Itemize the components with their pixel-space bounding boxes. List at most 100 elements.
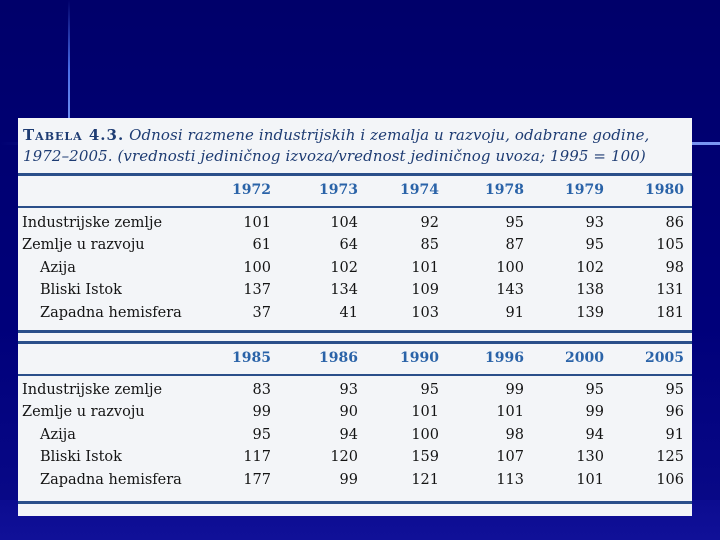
table-rule <box>18 330 692 333</box>
table-cell: 95 <box>585 237 604 254</box>
table-cell: 87 <box>505 237 524 254</box>
row-label: Zemlje u razvoju <box>22 404 145 421</box>
table-cell: 138 <box>576 282 604 299</box>
table-rule <box>18 173 692 176</box>
table-cell: 93 <box>339 382 358 398</box>
year-header: 1996 <box>485 350 524 366</box>
table-cell: 37 <box>252 304 271 321</box>
year-header-row: 1972 1973 1974 1978 1979 1980 <box>18 182 692 202</box>
year-header: 1974 <box>400 182 439 198</box>
row-label: Azija <box>40 426 76 443</box>
table-cell: 98 <box>505 426 524 443</box>
table-cell: 95 <box>420 382 439 398</box>
table-cell: 101 <box>496 404 524 421</box>
table-cell: 105 <box>656 237 684 254</box>
year-header: 1979 <box>565 182 604 198</box>
table-cell: 109 <box>411 282 439 299</box>
table-cell: 101 <box>411 404 439 421</box>
caption-line-2: 1972–2005. (vrednosti jediničnog izvoza/… <box>23 147 646 165</box>
table-cell: 90 <box>339 404 358 421</box>
table-row: Zapadna hemisfera 37 41 103 91 139 181 <box>18 305 692 327</box>
table-cell: 100 <box>243 259 271 276</box>
table-cell: 95 <box>252 426 271 443</box>
table-rule <box>18 374 692 376</box>
row-label: Bliski Istok <box>40 282 122 299</box>
table-cell: 117 <box>243 449 271 466</box>
row-label: Zapadna hemisfera <box>40 304 182 321</box>
table-cell: 103 <box>411 304 439 321</box>
table-cell: 104 <box>330 215 358 231</box>
table-rule <box>18 206 692 208</box>
year-header: 2000 <box>565 350 604 366</box>
table-cell: 99 <box>585 404 604 421</box>
table-cell: 159 <box>411 449 439 466</box>
table-cell: 91 <box>505 304 524 321</box>
year-header: 1973 <box>319 182 358 198</box>
table-cell: 139 <box>576 304 604 321</box>
year-header: 1980 <box>645 182 684 198</box>
year-header: 1978 <box>485 182 524 198</box>
table-cell: 99 <box>339 471 358 488</box>
table-rule <box>18 341 692 344</box>
table-cell: 95 <box>585 382 604 398</box>
table-cell: 181 <box>656 304 684 321</box>
year-header: 1972 <box>232 182 271 198</box>
table-cell: 107 <box>496 449 524 466</box>
table-cell: 99 <box>505 382 524 398</box>
table-cell: 102 <box>330 259 358 276</box>
row-label: Industrijske zemlje <box>22 382 163 398</box>
row-label: Azija <box>40 259 76 276</box>
table-cell: 94 <box>585 426 604 443</box>
year-header: 2005 <box>645 350 684 366</box>
year-header: 1990 <box>400 350 439 366</box>
table-number: Tabela 4.3. <box>23 126 125 144</box>
table-cell: 102 <box>576 259 604 276</box>
table-cell: 91 <box>665 426 684 443</box>
table-row: Industrijske zemlje 101 104 92 95 93 86 <box>18 215 692 237</box>
decorative-vertical-line <box>68 0 70 118</box>
table-cell: 130 <box>576 449 604 466</box>
row-label: Zemlje u razvoju <box>22 237 145 254</box>
table-cell: 95 <box>505 215 524 231</box>
table-cell: 85 <box>420 237 439 254</box>
table-cell: 137 <box>243 282 271 299</box>
table-caption: Tabela 4.3. Odnosi razmene industrijskih… <box>23 125 691 167</box>
table-cell: 101 <box>243 215 271 231</box>
table-cell: 94 <box>339 426 358 443</box>
table-cell: 120 <box>330 449 358 466</box>
caption-line-1: Odnosi razmene industrijskih i zemalja u… <box>124 126 650 144</box>
table-cell: 100 <box>411 426 439 443</box>
table-cell: 121 <box>411 471 439 488</box>
year-header: 1986 <box>319 350 358 366</box>
table-cell: 92 <box>420 215 439 231</box>
row-label: Industrijske zemlje <box>22 215 163 231</box>
table-cell: 101 <box>576 471 604 488</box>
table-cell: 83 <box>252 382 271 398</box>
table-cell: 98 <box>665 259 684 276</box>
table-rule <box>18 501 692 504</box>
table-cell: 64 <box>339 237 358 254</box>
table-cell: 101 <box>411 259 439 276</box>
table-figure: Tabela 4.3. Odnosi razmene industrijskih… <box>18 118 692 516</box>
table-cell: 177 <box>243 471 271 488</box>
table-cell: 41 <box>339 304 358 321</box>
table-cell: 93 <box>585 215 604 231</box>
row-label: Zapadna hemisfera <box>40 471 182 488</box>
table-cell: 99 <box>252 404 271 421</box>
table-cell: 134 <box>330 282 358 299</box>
table-cell: 95 <box>665 382 684 398</box>
row-label: Bliski Istok <box>40 449 122 466</box>
table-cell: 61 <box>252 237 271 254</box>
table-row: Zemlje u razvoju 99 90 101 101 99 96 <box>18 404 692 426</box>
table-cell: 96 <box>665 404 684 421</box>
table-cell: 113 <box>496 471 524 488</box>
year-header-row: 1985 1986 1990 1996 2000 2005 <box>18 350 692 370</box>
table-cell: 106 <box>656 471 684 488</box>
table-row: Zemlje u razvoju 61 64 85 87 95 105 <box>18 237 692 259</box>
table-row: Azija 95 94 100 98 94 91 <box>18 427 692 449</box>
table-cell: 100 <box>496 259 524 276</box>
table-row: Bliski Istok 137 134 109 143 138 131 <box>18 282 692 304</box>
table-cell: 86 <box>665 215 684 231</box>
table-cell: 125 <box>656 449 684 466</box>
table-row: Azija 100 102 101 100 102 98 <box>18 260 692 282</box>
